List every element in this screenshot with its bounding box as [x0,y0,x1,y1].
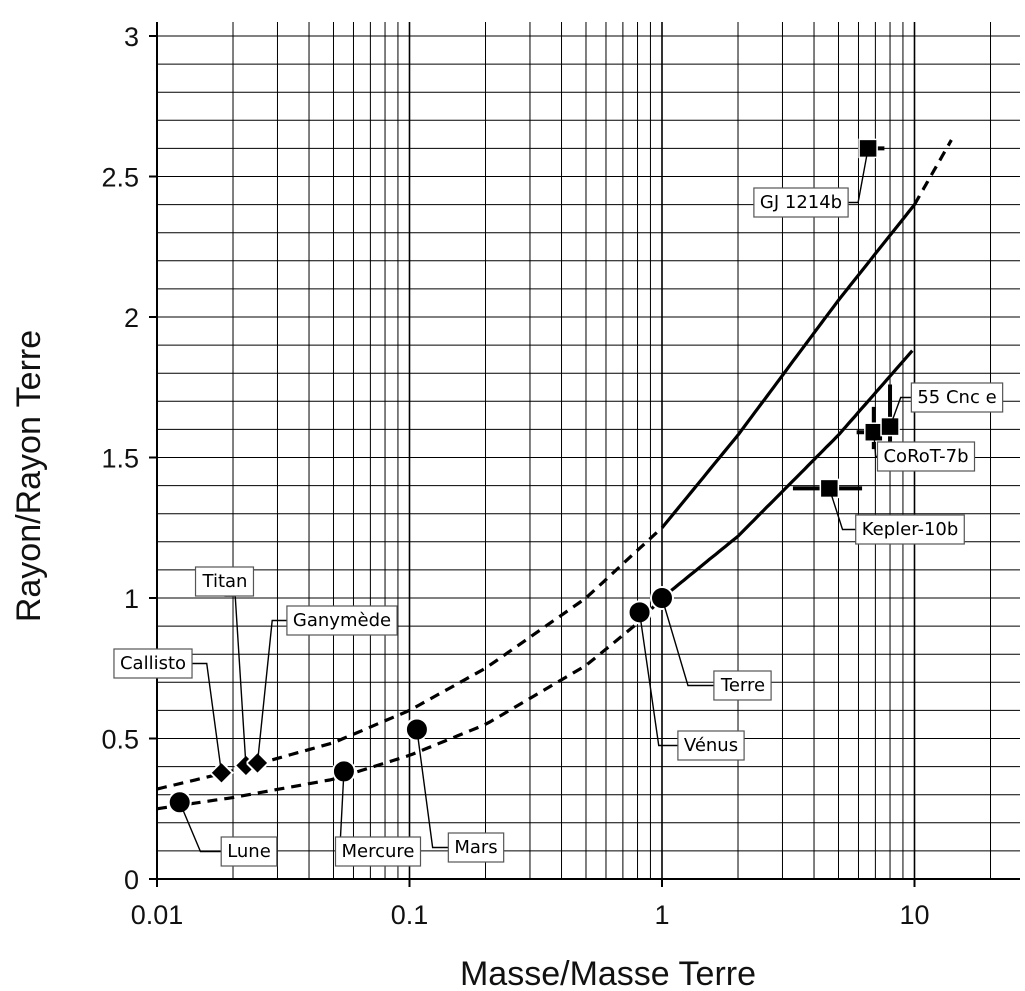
label-box [194,566,255,597]
y-tick-label: 2 [124,303,139,333]
label-leader-line [192,662,223,773]
point-label-text: Lune [227,841,271,862]
point-label: Vénus [638,612,745,761]
point-label: Titan [194,566,255,766]
point-label: CoRoT-7b [873,432,976,472]
label-leader-line [873,432,878,458]
model-curve-solid [660,203,916,529]
axis-ticks: 0 0.5 1 1.5 2 2.5 3 0.01 0.1 1 10 [101,22,929,930]
label-box [753,187,849,218]
label-leader-line [256,619,287,764]
point-label: Ganymède [256,605,398,764]
point-label-text: GJ 1214b [760,192,842,213]
point-label-text: 55 Cnc e [917,387,996,408]
label-box [677,730,745,761]
point-label-text: Ganymède [293,610,391,631]
point-label: Mercure [334,771,422,867]
point-label: GJ 1214b [753,148,869,218]
label-box [113,648,193,679]
label-box [855,514,965,545]
label-leader-line [638,612,678,747]
x-tick-label: 1 [654,900,669,930]
label-box [713,670,772,701]
point-labels: Lune Mercure Mars Vénus Terre Callisto Titan Ga… [113,148,1004,867]
label-box [910,382,1004,413]
label-leader-line [224,595,247,766]
point-label: Kepler-10b [828,488,965,545]
point-label-text: Vénus [684,735,738,756]
point-label: 55 Cnc e [889,382,1004,427]
point-label-text: Mercure [342,841,415,862]
y-tick-label: 1 [124,584,139,614]
label-leader-line [661,597,714,687]
point-label: Lune [179,802,278,867]
point-label-text: Kepler-10b [862,519,959,540]
point-label: Callisto [113,648,223,773]
data-markers [167,138,900,815]
point-label-text: Terre [720,675,765,696]
label-box [334,836,422,867]
model-curves [156,139,953,811]
x-tick-label: 10 [899,900,929,930]
x-tick-label: 0.01 [131,900,184,930]
y-axis-title: Rayon/Rayon Terre [10,330,48,622]
label-leader-line [416,729,449,849]
model-curve-dashed [156,596,664,811]
grid [156,21,1020,880]
point-label-text: CoRoT-7b [883,446,968,467]
point-label-text: Mars [454,837,497,858]
model-curve-dashed [913,139,953,206]
y-tick-label: 0 [124,865,139,895]
y-tick-label: 0.5 [101,725,139,755]
point-label-text: Callisto [120,653,186,674]
x-tick-label: 0.1 [391,900,429,930]
point-label: Mars [416,729,505,863]
x-axis-title: Masse/Masse Terre [460,955,756,991]
label-leader-line [179,802,222,853]
label-box [286,605,398,636]
y-tick-label: 1.5 [101,444,139,474]
label-box [876,441,976,472]
label-leader-line [848,148,869,204]
y-tick-label: 2.5 [101,163,139,193]
label-box [447,832,505,863]
label-leader-line [828,488,856,531]
label-leader-line [889,396,912,427]
point-label-text: Titan [202,571,248,592]
label-box [220,836,278,867]
point-label: Terre [661,597,772,701]
model-curve-solid [660,349,914,600]
y-tick-label: 3 [124,22,139,52]
